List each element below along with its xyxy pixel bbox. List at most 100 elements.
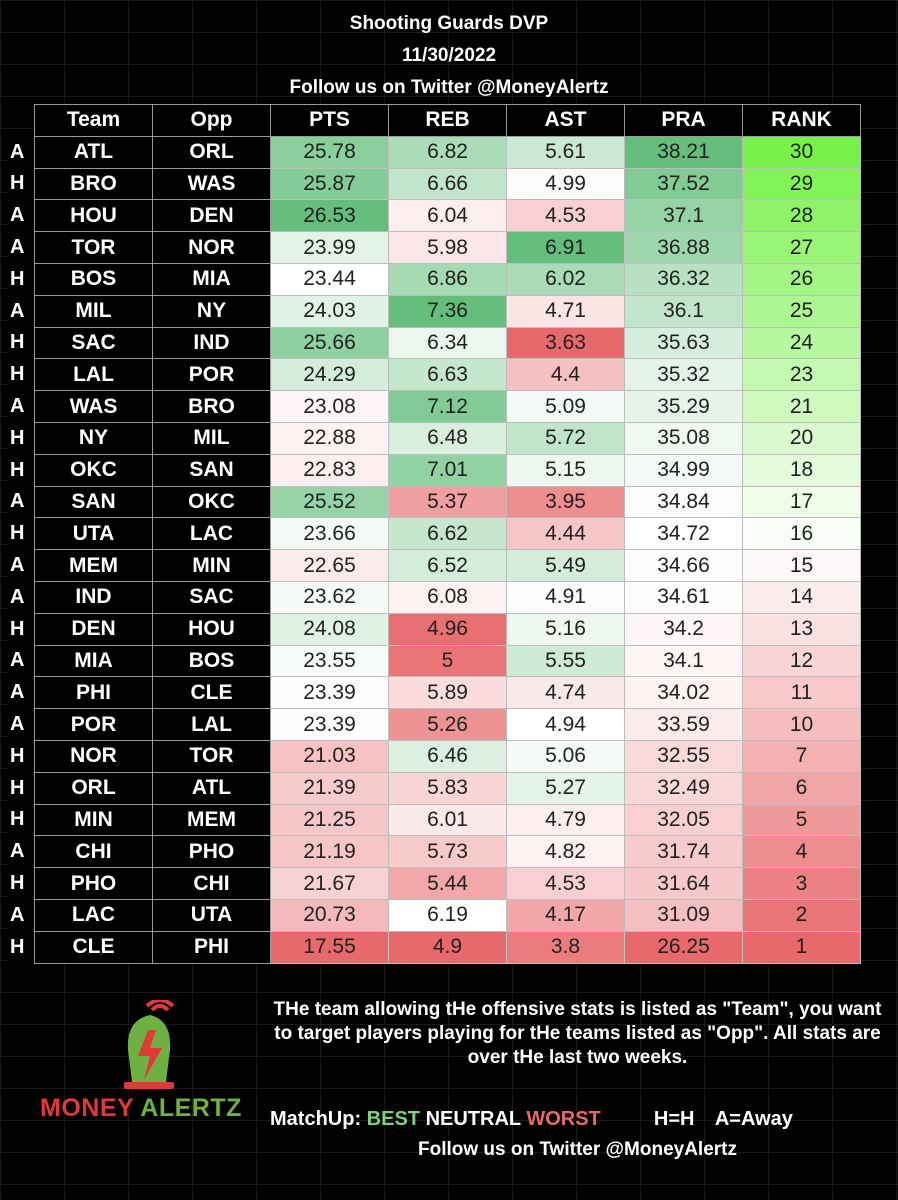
pts-cell: 22.88 xyxy=(270,421,389,455)
table-row: H BOS MIA 23.44 6.86 6.02 36.32 26 xyxy=(8,262,861,296)
follow-label-bottom: Follow us on Twitter @MoneyAlertz xyxy=(417,1139,737,1160)
opp-cell: PHI xyxy=(152,930,271,964)
reb-cell: 6.86 xyxy=(388,262,507,296)
pts-cell: 21.67 xyxy=(270,867,389,900)
table-row: A MEM MIN 22.65 6.52 5.49 34.66 15 xyxy=(8,549,861,582)
ast-cell: 3.8 xyxy=(506,930,625,964)
pra-cell: 34.66 xyxy=(624,549,743,582)
legend-worst: WORST xyxy=(526,1108,601,1130)
pra-cell: 34.02 xyxy=(624,676,743,710)
ast-cell: 4.44 xyxy=(506,517,625,551)
team-cell: OKC xyxy=(34,453,153,487)
team-cell: POR xyxy=(34,708,153,741)
pra-cell: 31.64 xyxy=(624,867,743,900)
column-header-pts: PTS xyxy=(270,104,389,137)
rank-cell: 5 xyxy=(742,803,861,837)
reb-cell: 5.83 xyxy=(388,771,507,805)
ast-cell: 4.17 xyxy=(506,898,625,932)
home-away-cell: A xyxy=(8,676,35,709)
legend-home: H=H xyxy=(653,1108,695,1130)
opp-cell: CHI xyxy=(152,867,271,900)
ast-cell: 5.09 xyxy=(506,390,625,423)
opp-cell: TOR xyxy=(152,739,271,773)
reb-cell: 6.63 xyxy=(388,358,507,392)
ast-cell: 4.94 xyxy=(506,708,625,741)
pra-cell: 36.1 xyxy=(624,294,743,328)
dvp-table-wrap: Team Opp PTS REB AST PRA RANK A ATL ORL 25.… xyxy=(8,104,861,964)
home-away-cell: A xyxy=(8,708,35,741)
pts-cell: 20.73 xyxy=(270,898,389,932)
dvp-table: Team Opp PTS REB AST PRA RANK A ATL ORL 25.… xyxy=(8,104,861,964)
home-away-cell: H xyxy=(8,613,35,646)
money-alertz-logo xyxy=(40,998,245,1130)
reb-cell: 5.37 xyxy=(388,485,507,519)
opp-cell: SAC xyxy=(152,580,271,614)
team-cell: DEN xyxy=(34,612,153,646)
pts-cell: 23.39 xyxy=(270,676,389,710)
rank-cell: 1 xyxy=(742,930,861,964)
pra-cell: 34.2 xyxy=(624,612,743,646)
home-away-cell: H xyxy=(8,168,35,200)
pts-cell: 23.39 xyxy=(270,708,389,741)
team-cell: MIA xyxy=(34,644,153,678)
pra-cell: 33.59 xyxy=(624,708,743,741)
legend-prefix: MatchUp: xyxy=(270,1108,362,1130)
legend-neutral: NEUTRAL xyxy=(425,1108,521,1130)
team-cell: BOS xyxy=(34,262,153,296)
table-row: A ATL ORL 25.78 6.82 5.61 38.21 30 xyxy=(8,135,861,169)
pra-cell: 36.88 xyxy=(624,231,743,264)
reb-cell: 6.62 xyxy=(388,517,507,551)
ast-cell: 4.99 xyxy=(506,167,625,201)
home-away-cell: H xyxy=(8,804,35,836)
team-cell: PHI xyxy=(34,676,153,710)
reb-cell: 6.08 xyxy=(388,580,507,614)
rank-cell: 29 xyxy=(742,167,861,201)
team-cell: ORL xyxy=(34,771,153,805)
pts-cell: 21.19 xyxy=(270,835,389,869)
column-header-opp: Opp xyxy=(152,104,271,137)
opp-cell: NY xyxy=(152,294,271,328)
table-row: H CLE PHI 17.55 4.9 3.8 26.25 1 xyxy=(8,930,861,964)
ha-header xyxy=(8,105,35,137)
rank-cell: 4 xyxy=(742,835,861,869)
table-header-row: Team Opp PTS REB AST PRA RANK xyxy=(8,104,861,137)
rank-cell: 15 xyxy=(742,549,861,582)
reb-cell: 5.98 xyxy=(388,231,507,264)
pts-cell: 24.29 xyxy=(270,358,389,392)
opp-cell: MEM xyxy=(152,803,271,837)
pts-cell: 21.03 xyxy=(270,739,389,773)
team-cell: MEM xyxy=(34,549,153,582)
column-header-pra: PRA xyxy=(624,104,743,137)
reb-cell: 5.26 xyxy=(388,708,507,741)
rank-cell: 30 xyxy=(742,135,861,169)
rank-cell: 2 xyxy=(742,898,861,932)
ast-cell: 4.4 xyxy=(506,358,625,392)
reb-cell: 6.52 xyxy=(388,549,507,582)
pra-cell: 31.09 xyxy=(624,898,743,932)
team-cell: NOR xyxy=(34,739,153,773)
reb-cell: 6.66 xyxy=(388,167,507,201)
rank-cell: 23 xyxy=(742,358,861,392)
logo-word-money: MONEY xyxy=(40,1094,134,1122)
team-cell: UTA xyxy=(34,517,153,551)
opp-cell: NOR xyxy=(152,231,271,264)
column-header-reb: REB xyxy=(388,104,507,137)
reb-cell: 7.36 xyxy=(388,294,507,328)
home-away-cell: A xyxy=(8,295,35,328)
ast-cell: 5.61 xyxy=(506,135,625,169)
rank-cell: 27 xyxy=(742,231,861,264)
home-away-cell: A xyxy=(8,645,35,677)
rank-cell: 21 xyxy=(742,390,861,423)
pts-cell: 22.83 xyxy=(270,453,389,487)
pts-cell: 23.55 xyxy=(270,644,389,678)
legend: MatchUp: BEST NEUTRAL WORST H=H A=Away xyxy=(270,1108,793,1131)
table-row: A MIA BOS 23.55 5 5.55 34.1 12 xyxy=(8,644,861,678)
ast-cell: 5.16 xyxy=(506,612,625,646)
team-cell: MIL xyxy=(34,294,153,328)
reb-cell: 6.46 xyxy=(388,739,507,773)
table-row: A LAC UTA 20.73 6.19 4.17 31.09 2 xyxy=(8,898,861,932)
home-away-cell: A xyxy=(8,581,35,614)
rank-cell: 26 xyxy=(742,262,861,296)
opp-cell: MIN xyxy=(152,549,271,582)
opp-cell: PHO xyxy=(152,835,271,869)
